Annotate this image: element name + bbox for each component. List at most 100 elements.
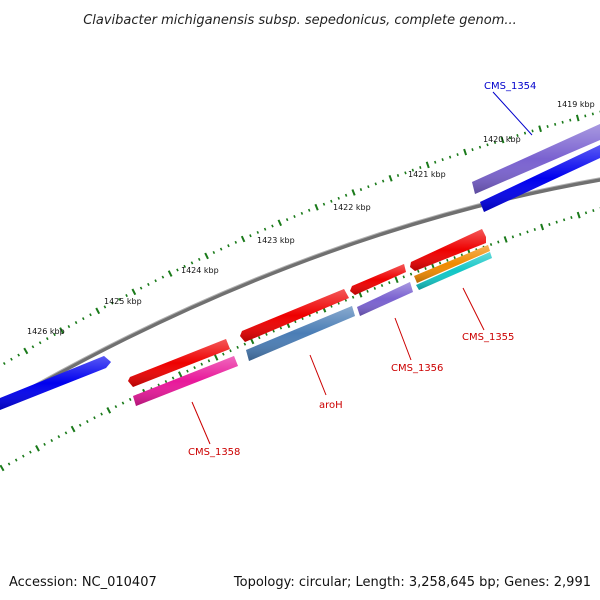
outer-ring-tick <box>17 353 20 357</box>
inner-ring-tick <box>446 258 449 262</box>
outer-ring-tick <box>2 361 6 366</box>
outer-ring-tick <box>434 160 437 164</box>
kbp-label-1420: 1420 kbp <box>483 135 521 144</box>
kbp-label-1422: 1422 kbp <box>333 203 371 212</box>
inner-ring-tick <box>519 232 522 236</box>
map-title: Clavibacter michiganensis subsp. sepedon… <box>83 13 517 28</box>
outer-ring-tick <box>293 214 296 219</box>
inner-ring-tick <box>592 209 595 213</box>
outer-ring-tick <box>381 179 385 183</box>
outer-ring-tick <box>531 129 534 133</box>
inner-ring-tick <box>417 269 420 273</box>
inner-ring-tick <box>178 371 183 378</box>
outer-ring-tick <box>569 118 572 122</box>
outer-ring-tick <box>147 282 150 286</box>
inner-ring-tick <box>29 450 32 454</box>
gene-labels: CMS_1354 CMS_1355 CMS_1356 aroH CMS_1358 <box>188 81 536 458</box>
outer-ring-tick <box>419 166 422 169</box>
inner-ring-tick <box>409 272 413 276</box>
inner-ring-tick <box>0 464 5 472</box>
outer-ring-tick <box>330 199 333 203</box>
inner-ring-tick <box>424 267 427 270</box>
outer-ring-tick <box>118 297 121 301</box>
outer-ring-tick <box>161 275 165 279</box>
inner-ring-tick <box>453 256 456 260</box>
inner-ring-tick <box>257 336 261 340</box>
kbp-label-1419: 1419 kbp <box>557 100 595 109</box>
outer-ring-tick <box>448 155 452 159</box>
leader-line-aroh <box>309 354 327 396</box>
gene-arrow-shading <box>0 356 111 410</box>
outer-ring-tick <box>337 196 340 200</box>
inner-ring-tick <box>106 407 112 414</box>
outer-ring-tick <box>523 131 527 135</box>
outer-ring-tick <box>374 182 377 186</box>
inner-ring-tick <box>7 462 11 466</box>
gene-arrow-shading <box>350 264 406 295</box>
inner-ring-tick <box>236 345 239 349</box>
outer-ring-tick <box>59 327 65 334</box>
outer-ring-tick <box>81 317 85 321</box>
inner-ring-tick <box>402 275 405 279</box>
inner-ring-tick <box>497 240 500 244</box>
gene-label-cms-1355[interactable]: CMS_1355 <box>462 332 514 343</box>
outer-ring-tick <box>285 218 289 222</box>
kbp-label-1425: 1425 kbp <box>104 297 142 306</box>
inner-ring-tick <box>272 329 275 333</box>
gene-arrow-shading <box>416 252 492 290</box>
gene-label-aroh[interactable]: aroH <box>319 400 343 411</box>
outer-ring-tick <box>359 188 363 192</box>
inner-ring-tick <box>171 376 175 380</box>
inner-ring-tick <box>78 423 82 427</box>
inner-ring-tick <box>503 236 508 243</box>
inner-ring-tick <box>265 332 268 336</box>
outer-ring-tick <box>478 145 482 149</box>
outer-ring-tick <box>125 294 128 298</box>
gene-features <box>0 124 600 410</box>
inner-ring-tick <box>164 380 168 384</box>
outer-ring-tick <box>367 185 370 189</box>
inner-ring-tick <box>86 420 89 424</box>
inner-ring-tick <box>388 281 391 285</box>
inner-ring-tick <box>213 354 219 361</box>
gene-label-cms-1358[interactable]: CMS_1358 <box>188 447 240 458</box>
tick-ring-outer <box>2 110 600 366</box>
outer-ring-tick <box>500 136 505 144</box>
inner-ring-tick <box>526 230 529 234</box>
gene-label-cms-1354[interactable]: CMS_1354 <box>484 81 536 92</box>
inner-ring-tick <box>243 342 247 346</box>
outer-ring-tick <box>561 120 564 124</box>
outer-ring-tick <box>204 252 209 260</box>
gene-arrow-shading <box>472 124 600 194</box>
inner-ring-tick <box>114 405 118 409</box>
outer-ring-tick <box>471 148 474 152</box>
gene-arrow-shading <box>480 145 600 212</box>
outer-ring-tick <box>300 211 304 215</box>
inner-ring-tick <box>229 349 232 353</box>
inner-ring-tick <box>21 454 25 458</box>
inner-ring-tick <box>394 276 399 284</box>
inner-ring-tick <box>489 243 493 246</box>
leader-line-cms-1356 <box>394 317 412 361</box>
inner-ring-tick <box>207 359 211 363</box>
outer-ring-tick <box>404 171 407 175</box>
outer-ring-tick <box>67 325 71 329</box>
kbp-labels: 1419 kbp 1420 kbp 1421 kbp 1422 kbp 1423… <box>27 100 595 336</box>
outer-ring-tick <box>554 122 557 126</box>
inner-ring-tick <box>511 235 515 239</box>
inner-ring-tick <box>351 295 355 299</box>
inner-ring-tick <box>35 445 40 452</box>
inner-ring-tick <box>373 286 377 290</box>
outer-ring-tick <box>314 203 319 211</box>
outer-ring-tick <box>351 189 356 196</box>
inner-ring-tick <box>193 366 196 370</box>
gene-label-cms-1356[interactable]: CMS_1356 <box>391 363 443 374</box>
outer-ring-tick <box>212 250 216 255</box>
inner-ring-tick <box>128 397 132 401</box>
inner-ring-tick <box>584 211 588 215</box>
topology-summary: Topology: circular; Length: 3,258,645 bp… <box>233 575 591 590</box>
gene-arrow-shading <box>133 356 238 406</box>
outer-ring-tick <box>176 268 179 272</box>
outer-ring-tick <box>38 341 42 345</box>
